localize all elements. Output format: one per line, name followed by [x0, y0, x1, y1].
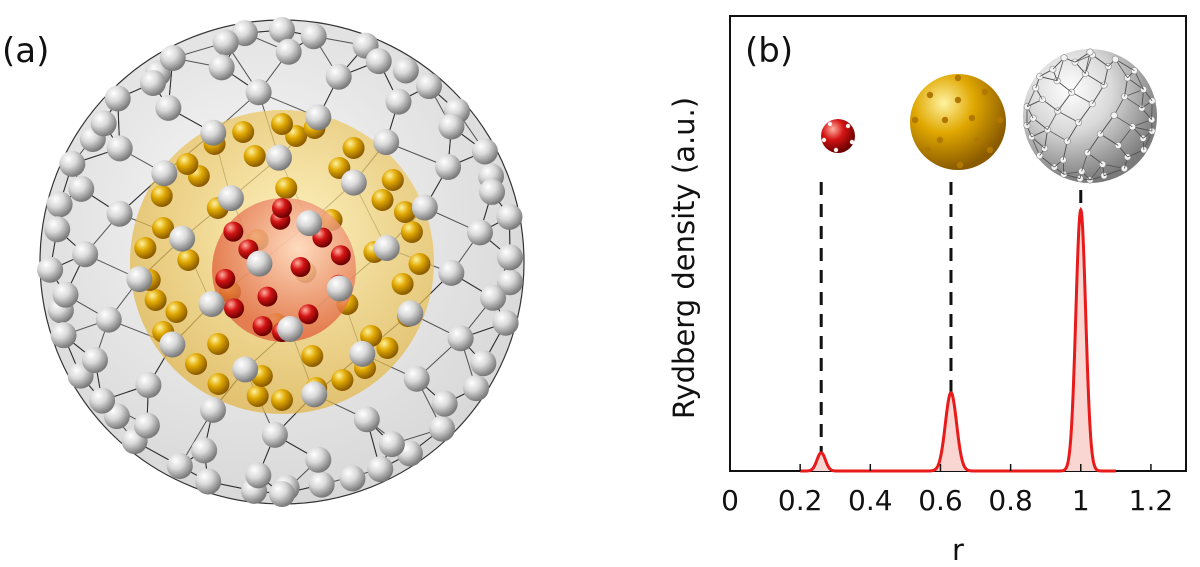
density-curve [800, 206, 1116, 473]
x-tick-label: 0.2 [778, 484, 823, 517]
peak-silver-fill [1061, 210, 1101, 471]
x-tick-label: 0.8 [988, 484, 1033, 517]
density-line [800, 206, 1116, 473]
gold-shell-icon [910, 74, 1006, 170]
x-tick-label: 0 [721, 484, 739, 517]
x-tick-label: 1 [1072, 484, 1090, 517]
gold-shell-atoms [134, 113, 431, 411]
rydberg-density-plot: (b) 0 0.2 0.4 0.6 0.8 1 1.2 r Rydberg density … [667, 15, 1187, 567]
panel-a-label: (a) [2, 31, 49, 71]
peak-gold-fill [928, 392, 974, 471]
x-tick-label: 1.2 [1129, 484, 1174, 517]
x-axis-title: r [952, 533, 964, 567]
nested-shell-sphere-illustration [37, 17, 525, 507]
x-tick-label: 0.6 [918, 484, 963, 517]
panel-b-label: (b) [745, 31, 793, 71]
x-axis-ticks: 0 0.2 0.4 0.6 0.8 1 1.2 [721, 464, 1173, 517]
y-axis-title: Rydberg density (a.u.) [667, 97, 701, 419]
x-tick-label: 0.4 [848, 484, 893, 517]
silver-shell-atoms [37, 17, 524, 507]
peak-red-fill [804, 452, 839, 471]
red-shell-icon [821, 119, 855, 153]
silver-shell-icon [1023, 48, 1157, 184]
